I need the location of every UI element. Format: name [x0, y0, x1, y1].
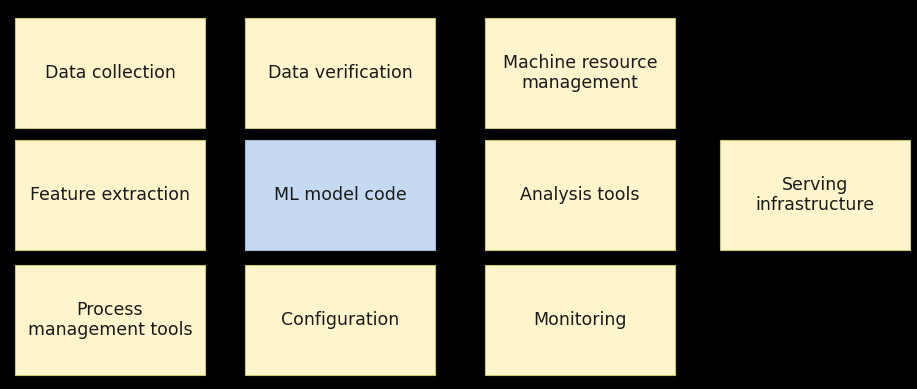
FancyBboxPatch shape — [245, 18, 435, 128]
Text: Process
management tools: Process management tools — [28, 301, 193, 339]
FancyBboxPatch shape — [245, 140, 435, 250]
Text: Data verification: Data verification — [268, 64, 413, 82]
FancyBboxPatch shape — [485, 18, 675, 128]
FancyBboxPatch shape — [15, 140, 205, 250]
Text: Feature extraction: Feature extraction — [30, 186, 190, 204]
FancyBboxPatch shape — [245, 265, 435, 375]
Text: Machine resource
management: Machine resource management — [503, 54, 657, 93]
Text: Analysis tools: Analysis tools — [520, 186, 640, 204]
FancyBboxPatch shape — [485, 140, 675, 250]
Text: Data collection: Data collection — [45, 64, 175, 82]
FancyBboxPatch shape — [720, 140, 910, 250]
Text: Serving
infrastructure: Serving infrastructure — [756, 175, 875, 214]
Text: ML model code: ML model code — [273, 186, 406, 204]
FancyBboxPatch shape — [15, 18, 205, 128]
Text: Configuration: Configuration — [281, 311, 399, 329]
FancyBboxPatch shape — [15, 265, 205, 375]
Text: Monitoring: Monitoring — [534, 311, 626, 329]
FancyBboxPatch shape — [485, 265, 675, 375]
